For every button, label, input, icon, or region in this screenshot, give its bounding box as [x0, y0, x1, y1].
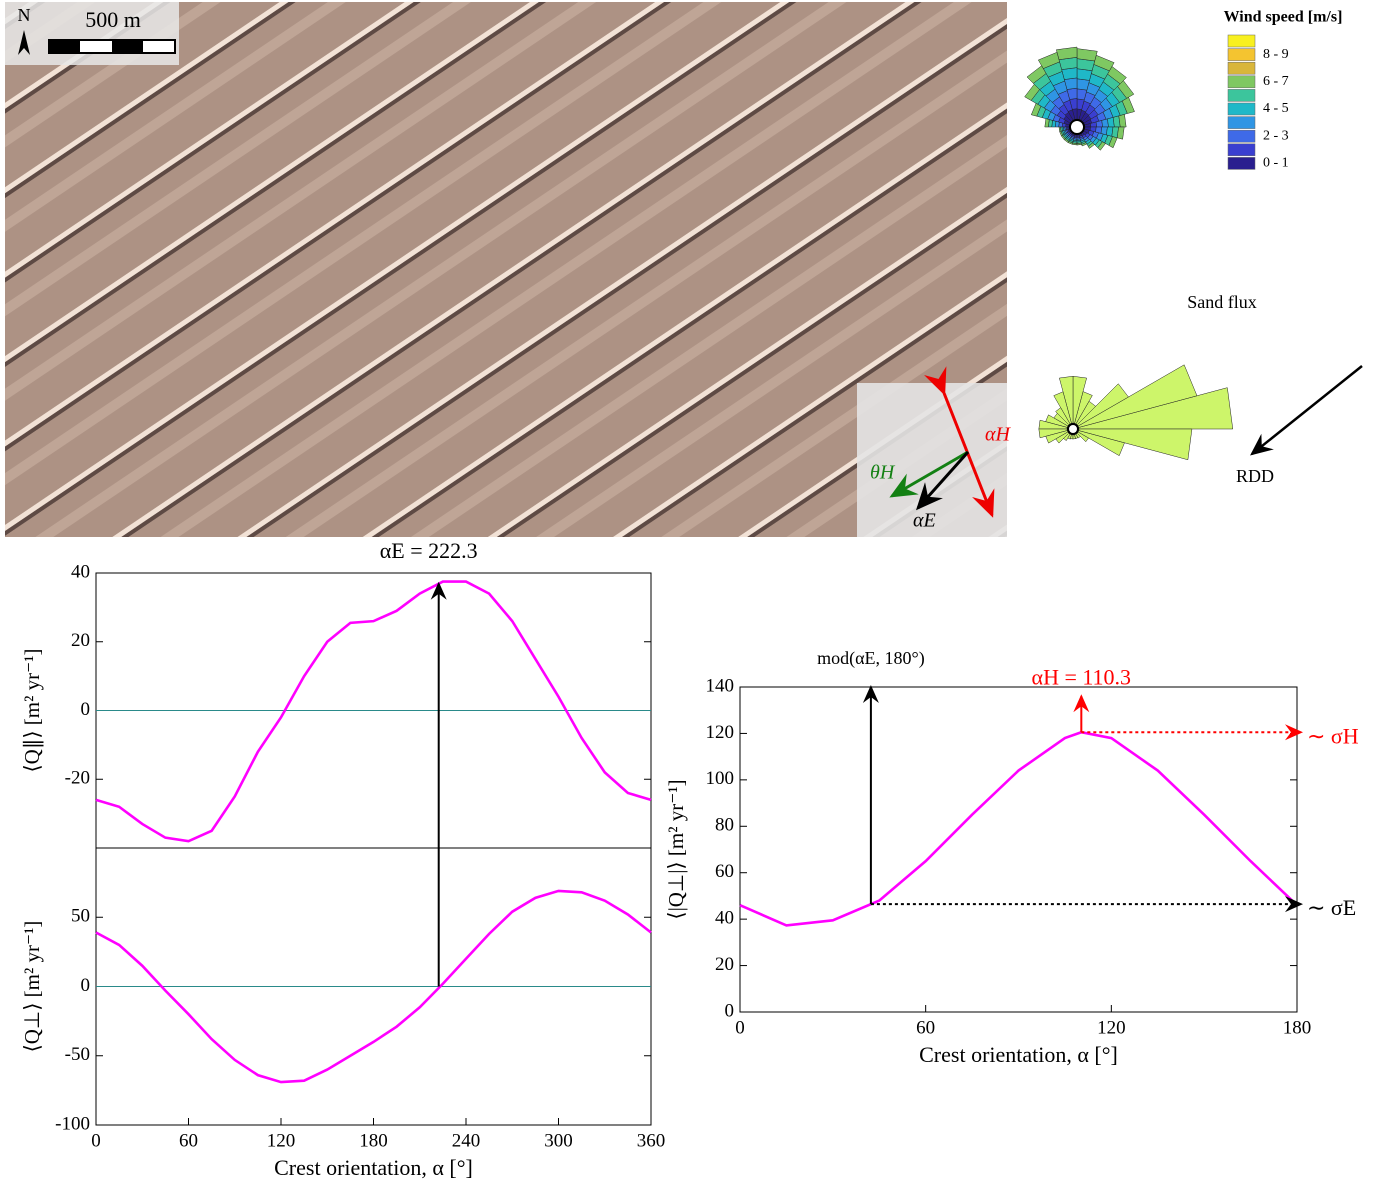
rdd-arrow [1250, 365, 1363, 456]
scale-bar-segment [49, 40, 80, 53]
scale-box [5, 2, 179, 65]
legend-swatch [1227, 129, 1256, 143]
annotation-label: αE = 222.3 [380, 538, 478, 563]
wind-rose-wedge [1055, 46, 1078, 60]
data-line [95, 580, 652, 843]
y-tick-label: 100 [706, 768, 735, 789]
annotation-label: mod(αE, 180°) [817, 648, 925, 669]
north-arrow [18, 30, 30, 55]
x-tick-label: 60 [179, 1130, 198, 1151]
alpha-h-label: αH [985, 424, 1011, 446]
wind-rose-wedge [1037, 51, 1060, 69]
sand-rose-wedge [1078, 428, 1193, 461]
y-tick-label: 20 [715, 954, 734, 975]
x-tick-label: 120 [1097, 1017, 1126, 1038]
legend-swatch [1227, 102, 1256, 116]
legend-swatch [1227, 48, 1256, 61]
x-tick-label: 0 [735, 1017, 745, 1038]
wind-rose-wedge [1030, 102, 1042, 117]
legend-swatch [1227, 75, 1256, 89]
wind-rose-wedge [1044, 118, 1050, 128]
y-tick-label: 40 [715, 908, 734, 929]
x-tick-label: 240 [452, 1130, 481, 1151]
y-axis-label: ⟨Q⊥⟩ [m² yr⁻¹] [20, 921, 44, 1053]
roses: Wind speed [m/s] Sand flux RDD [1187, 9, 1363, 486]
y-tick-label: -50 [65, 1044, 90, 1065]
legend-label: 2 - 3 [1263, 128, 1289, 143]
y-tick-label: 0 [81, 699, 91, 720]
y-tick-label: 0 [725, 1000, 735, 1021]
y-tick-label: 140 [706, 675, 735, 696]
wind-rose-wedge [1072, 142, 1078, 146]
x-tick-label: 120 [267, 1130, 296, 1151]
y-tick-label: -20 [65, 768, 90, 789]
data-line [739, 730, 1298, 927]
legend-label: 0 - 1 [1263, 156, 1289, 171]
alpha-e-arrow [916, 451, 970, 511]
x-axis-label: Crest orientation, α [°] [919, 1042, 1118, 1067]
wind-rose-wedge [1118, 113, 1127, 128]
y-axis-label: ⟨Q∥⟩ [m² yr⁻¹] [20, 648, 44, 772]
y-tick-label: 60 [715, 861, 734, 882]
x-tick-label: 300 [544, 1130, 573, 1151]
wind-rose-center [1069, 119, 1085, 135]
alpha-e-label: αE [913, 510, 936, 532]
sand-rose-center [1067, 423, 1079, 435]
y-axis-label: ⟨|Q⊥|⟩ [m² yr⁻¹] [664, 779, 688, 919]
x-tick-label: 0 [91, 1130, 101, 1151]
x-tick-label: 180 [359, 1130, 388, 1151]
y-tick-label: 20 [71, 630, 90, 651]
wind-rose-wedge [1058, 126, 1062, 132]
north-label: N [18, 5, 31, 25]
x-axis-label: Crest orientation, α [°] [274, 1155, 473, 1180]
x-tick-label: 360 [637, 1130, 666, 1151]
x-tick-label: 180 [1283, 1017, 1312, 1038]
scale-label: 500 m [85, 7, 141, 32]
dune-field [5, 2, 1007, 537]
wind-rose-wedge [1026, 65, 1047, 84]
level-label: ∼ σH [1307, 723, 1359, 748]
plot-frame [739, 686, 1298, 1013]
data-line [95, 889, 652, 1084]
wind-rose-wedge [1076, 142, 1082, 146]
y-tick-label: 80 [715, 815, 734, 836]
wind-rose-wedge [1116, 126, 1125, 140]
y-tick-label: 0 [81, 975, 91, 996]
scale-bar-segment [112, 40, 143, 53]
wind-legend-title: Wind speed [m/s] [1224, 9, 1343, 26]
legend-swatch [1227, 157, 1256, 170]
legend-swatch [1227, 116, 1256, 129]
y-tick-label: 50 [71, 906, 90, 927]
annotation-label: αH = 110.3 [1032, 664, 1132, 689]
y-tick-label: -100 [55, 1113, 90, 1134]
rdd-label: RDD [1236, 466, 1274, 486]
legend-label: 4 - 5 [1263, 101, 1289, 116]
y-tick-label: 120 [706, 722, 735, 743]
theta-h-label: θH [870, 462, 896, 484]
legend-label: 6 - 7 [1263, 74, 1289, 89]
legend-swatch [1227, 34, 1256, 48]
legend-swatch [1227, 61, 1256, 75]
sand-flux-label: Sand flux [1187, 292, 1257, 312]
legend-swatch [1227, 143, 1256, 157]
theta-h-arrow [889, 450, 969, 498]
wind-rose-wedge [1076, 48, 1098, 62]
level-label: ∼ σE [1307, 895, 1356, 920]
legend-label: 8 - 9 [1263, 47, 1289, 62]
x-tick-label: 60 [916, 1017, 935, 1038]
y-tick-label: 40 [71, 561, 90, 582]
wind-rose-wedge [1024, 83, 1040, 101]
legend-swatch [1227, 89, 1256, 102]
satellite-image: N 500 m αH θH αE [5, 2, 1011, 537]
